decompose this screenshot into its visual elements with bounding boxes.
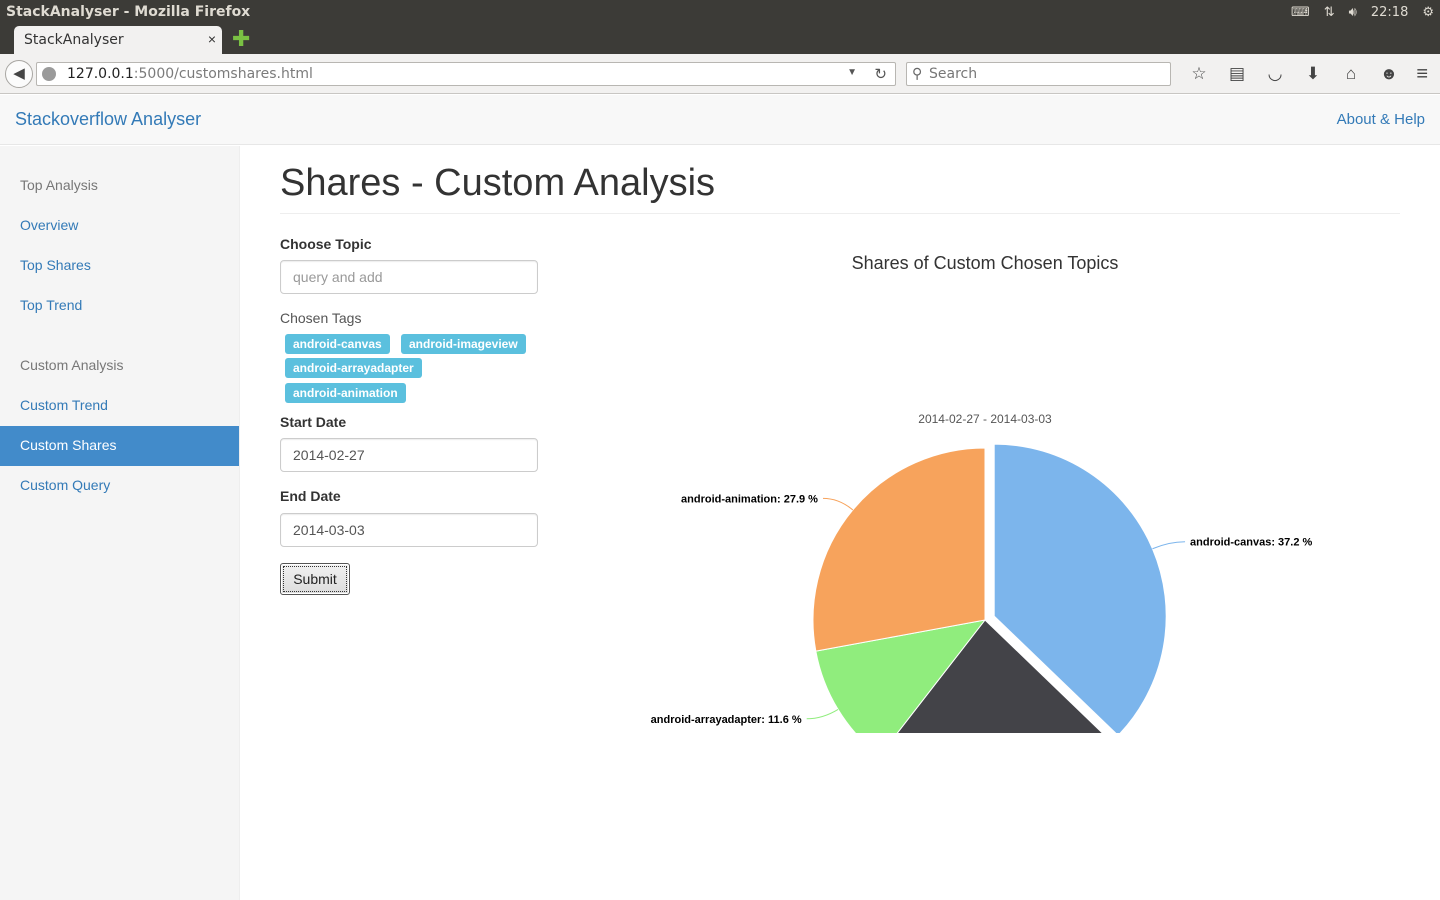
url-host: 127.0.0.1 xyxy=(67,66,134,82)
title-divider xyxy=(280,213,1400,214)
choose-topic-label: Choose Topic xyxy=(280,236,372,252)
about-help-link[interactable]: About & Help xyxy=(1337,111,1425,128)
site-navbar: Stackoverflow Analyser About & Help xyxy=(0,95,1440,145)
page: Stackoverflow Analyser About & Help Top … xyxy=(0,95,1440,900)
connector-android-arrayadapter xyxy=(807,709,838,718)
close-tab-icon[interactable]: × xyxy=(208,31,216,47)
connector-android-animation xyxy=(823,498,853,510)
connector-android-canvas xyxy=(1152,542,1185,549)
tab-title: StackAnalyser xyxy=(24,32,124,48)
reload-icon[interactable]: ↻ xyxy=(874,65,887,83)
back-button[interactable]: ◀ xyxy=(5,60,33,88)
tab-strip: StackAnalyser × ✚ xyxy=(0,24,1440,54)
url-path: :5000/customshares.html xyxy=(134,66,313,82)
end-date-input[interactable] xyxy=(280,513,538,547)
data-label-android-animation: android-animation: 27.9 % xyxy=(681,493,818,505)
chart-subtitle: 2014-02-27 - 2014-03-03 xyxy=(918,412,1052,426)
chosen-tags-label: Chosen Tags xyxy=(280,310,361,326)
sidebar-item-custom-trend[interactable]: Custom Trend xyxy=(0,386,239,426)
back-arrow-icon: ◀ xyxy=(13,65,25,82)
url-history-dropdown-icon[interactable]: ▼ xyxy=(847,67,857,78)
volume-icon[interactable]: 🔊︎ xyxy=(1349,5,1357,20)
start-date-label: Start Date xyxy=(280,414,346,430)
tag-android-arrayadapter[interactable]: android-arrayadapter xyxy=(285,358,422,378)
sidebar-item-overview[interactable]: Overview xyxy=(0,206,239,246)
home-icon[interactable]: ⌂ xyxy=(1332,64,1370,84)
start-date-input[interactable] xyxy=(280,438,538,472)
sidebar-header-custom-analysis: Custom Analysis xyxy=(0,346,239,386)
hamburger-menu-icon[interactable]: ≡ xyxy=(1416,63,1428,86)
tag-android-canvas[interactable]: android-canvas xyxy=(285,334,390,354)
search-bar[interactable]: ⚲ xyxy=(906,62,1171,86)
browser-tab[interactable]: StackAnalyser × xyxy=(14,26,222,54)
pie-chart: Shares of Custom Chosen Topics 2014-02-27… xyxy=(650,233,1400,733)
page-title: Shares - Custom Analysis xyxy=(280,162,715,205)
data-label-android-canvas: android-canvas: 37.2 % xyxy=(1190,537,1312,549)
chart-title: Shares of Custom Chosen Topics xyxy=(852,253,1119,273)
submit-button[interactable]: Submit xyxy=(280,563,350,595)
sidebar-item-top-shares[interactable]: Top Shares xyxy=(0,246,239,286)
sidebar: Top Analysis Overview Top Shares Top Tre… xyxy=(0,146,240,900)
sidebar-header-top-analysis: Top Analysis xyxy=(0,166,239,206)
sidebar-item-custom-shares[interactable]: Custom Shares xyxy=(0,426,239,466)
window-title: StackAnalyser - Mozilla Firefox xyxy=(6,4,250,20)
new-tab-icon[interactable]: ✚ xyxy=(232,27,250,51)
keyboard-icon[interactable]: ⌨ xyxy=(1291,5,1310,20)
tag-android-imageview[interactable]: android-imageview xyxy=(401,334,526,354)
data-label-android-arrayadapter: android-arrayadapter: 11.6 % xyxy=(651,714,802,726)
network-icon[interactable]: ⇅ xyxy=(1324,5,1335,20)
end-date-label: End Date xyxy=(280,488,341,504)
bookmark-star-icon[interactable]: ☆ xyxy=(1180,64,1218,84)
site-brand[interactable]: Stackoverflow Analyser xyxy=(15,109,201,130)
sidebar-item-top-trend[interactable]: Top Trend xyxy=(0,286,239,326)
toolbar-icons: ☆ ▤ ◡ ⬇ ⌂ ☻ xyxy=(1180,62,1408,86)
site-identity-icon[interactable] xyxy=(42,67,56,81)
pie-chart-svg: Shares of Custom Chosen Topics 2014-02-27… xyxy=(650,233,1400,733)
url-text[interactable]: 127.0.0.1:5000/customshares.html xyxy=(67,66,313,82)
system-tray: ⌨ ⇅ 🔊︎ 22:18 ⚙ xyxy=(1291,3,1434,21)
topic-query-input[interactable] xyxy=(280,260,538,294)
url-bar[interactable]: 127.0.0.1:5000/customshares.html ▼ ↻ xyxy=(36,62,896,86)
pie-slice-android-animation xyxy=(813,448,985,651)
search-input[interactable] xyxy=(929,65,1159,83)
tag-android-animation[interactable]: android-animation xyxy=(285,383,406,403)
chat-icon[interactable]: ☻ xyxy=(1370,64,1408,84)
os-title-bar: StackAnalyser - Mozilla Firefox ⌨ ⇅ 🔊︎ 2… xyxy=(0,0,1440,24)
download-icon[interactable]: ⬇ xyxy=(1294,64,1332,84)
reading-list-icon[interactable]: ▤ xyxy=(1218,64,1256,84)
clock[interactable]: 22:18 xyxy=(1371,5,1408,20)
pocket-icon[interactable]: ◡ xyxy=(1256,64,1294,84)
power-icon[interactable]: ⚙ xyxy=(1422,5,1434,20)
sidebar-item-custom-query[interactable]: Custom Query xyxy=(0,466,239,506)
search-icon: ⚲ xyxy=(912,65,922,82)
browser-toolbar: ◀ 127.0.0.1:5000/customshares.html ▼ ↻ ⚲… xyxy=(0,54,1440,94)
